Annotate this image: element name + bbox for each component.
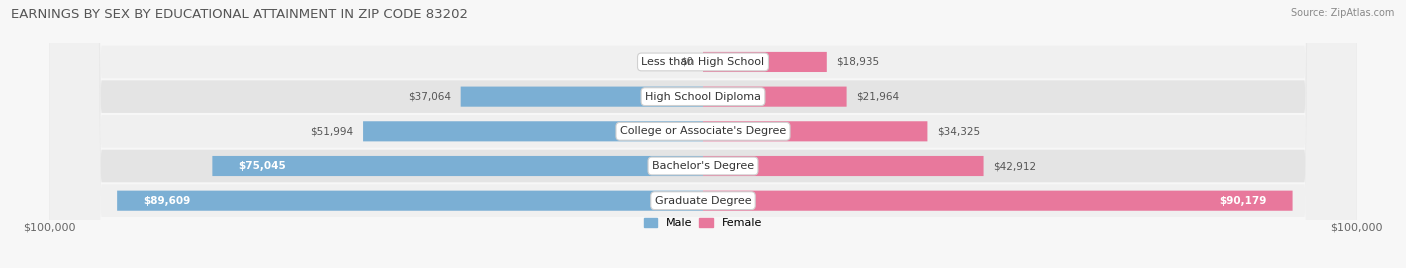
FancyBboxPatch shape (703, 156, 984, 176)
Text: Source: ZipAtlas.com: Source: ZipAtlas.com (1291, 8, 1395, 18)
FancyBboxPatch shape (703, 87, 846, 107)
Text: $18,935: $18,935 (837, 57, 880, 67)
FancyBboxPatch shape (703, 191, 1292, 211)
Text: $89,609: $89,609 (143, 196, 191, 206)
Text: Graduate Degree: Graduate Degree (655, 196, 751, 206)
Text: Less than High School: Less than High School (641, 57, 765, 67)
Text: $21,964: $21,964 (856, 92, 900, 102)
Text: $42,912: $42,912 (994, 161, 1036, 171)
FancyBboxPatch shape (703, 52, 827, 72)
Text: $51,994: $51,994 (311, 126, 353, 136)
Legend: Male, Female: Male, Female (644, 218, 762, 228)
Text: High School Diploma: High School Diploma (645, 92, 761, 102)
FancyBboxPatch shape (49, 0, 1357, 268)
FancyBboxPatch shape (49, 0, 1357, 268)
Text: $0: $0 (681, 57, 693, 67)
FancyBboxPatch shape (49, 0, 1357, 268)
Text: $34,325: $34,325 (938, 126, 980, 136)
Text: $75,045: $75,045 (239, 161, 287, 171)
Text: EARNINGS BY SEX BY EDUCATIONAL ATTAINMENT IN ZIP CODE 83202: EARNINGS BY SEX BY EDUCATIONAL ATTAINMEN… (11, 8, 468, 21)
FancyBboxPatch shape (461, 87, 703, 107)
FancyBboxPatch shape (363, 121, 703, 142)
Text: Bachelor's Degree: Bachelor's Degree (652, 161, 754, 171)
FancyBboxPatch shape (49, 0, 1357, 268)
Text: $90,179: $90,179 (1219, 196, 1267, 206)
FancyBboxPatch shape (117, 191, 703, 211)
FancyBboxPatch shape (212, 156, 703, 176)
Text: $37,064: $37,064 (408, 92, 451, 102)
Text: College or Associate's Degree: College or Associate's Degree (620, 126, 786, 136)
FancyBboxPatch shape (49, 0, 1357, 268)
FancyBboxPatch shape (703, 121, 928, 142)
